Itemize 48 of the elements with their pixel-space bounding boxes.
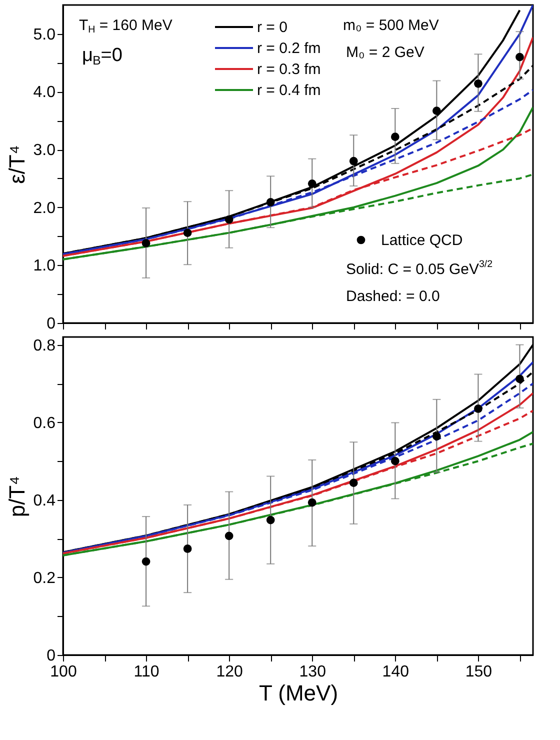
x-tick-label: 110: [134, 664, 160, 680]
y-tick-label: 0.8: [33, 337, 56, 354]
point: [183, 228, 192, 237]
point: [516, 374, 524, 384]
point: [224, 532, 234, 540]
x-tick-label: 100: [50, 664, 77, 680]
y-tick-label: 2.0: [33, 200, 56, 217]
y-axis-title: p/T⁴: [4, 476, 30, 518]
point: [142, 239, 150, 248]
point: [390, 456, 400, 466]
point: [142, 557, 150, 566]
y-tick-label: 0.4: [33, 492, 56, 510]
annotation: Dashed: = 0.0: [346, 288, 440, 305]
point: [266, 198, 275, 206]
point: [349, 478, 358, 487]
y-tick-label: 0: [46, 648, 56, 664]
y-tick-label: 1.0: [33, 258, 56, 275]
point: [224, 215, 234, 224]
point: [516, 52, 524, 62]
y-axis-title: ε/T⁴: [4, 145, 30, 184]
point: [432, 106, 441, 115]
point: [308, 179, 316, 188]
annotation: m₀ = 500 MeV: [343, 17, 439, 34]
y-tick-label: 0.2: [33, 570, 56, 587]
x-tick-label: 120: [216, 664, 244, 680]
legend-label: r = 0.2 fm: [257, 40, 321, 57]
y-tick-label: 4.0: [33, 84, 56, 102]
legend-label: Lattice QCD: [381, 232, 463, 249]
legend-label: r = 0.3 fm: [257, 61, 321, 78]
point: [266, 516, 275, 524]
point: [183, 544, 192, 553]
x-axis-title: T (MeV): [258, 680, 338, 706]
point: [474, 79, 482, 88]
y-tick-label: 3.0: [33, 142, 56, 160]
legend-label: r = 0.4 fm: [257, 82, 321, 99]
point: [474, 404, 482, 413]
annotation: M₀ = 2 GeV: [346, 44, 424, 61]
y-tick-label: 5.0: [33, 26, 56, 44]
y-tick-label: 0: [46, 316, 56, 332]
x-tick-label: 130: [299, 664, 326, 680]
point: [390, 132, 400, 141]
x-tick-label: 140: [382, 664, 410, 680]
x-tick-label: 150: [465, 664, 492, 680]
point: [349, 156, 358, 166]
legend-label: r = 0: [257, 19, 288, 36]
point: [432, 432, 441, 440]
y-tick-label: 0.6: [33, 414, 56, 432]
point: [308, 498, 316, 507]
